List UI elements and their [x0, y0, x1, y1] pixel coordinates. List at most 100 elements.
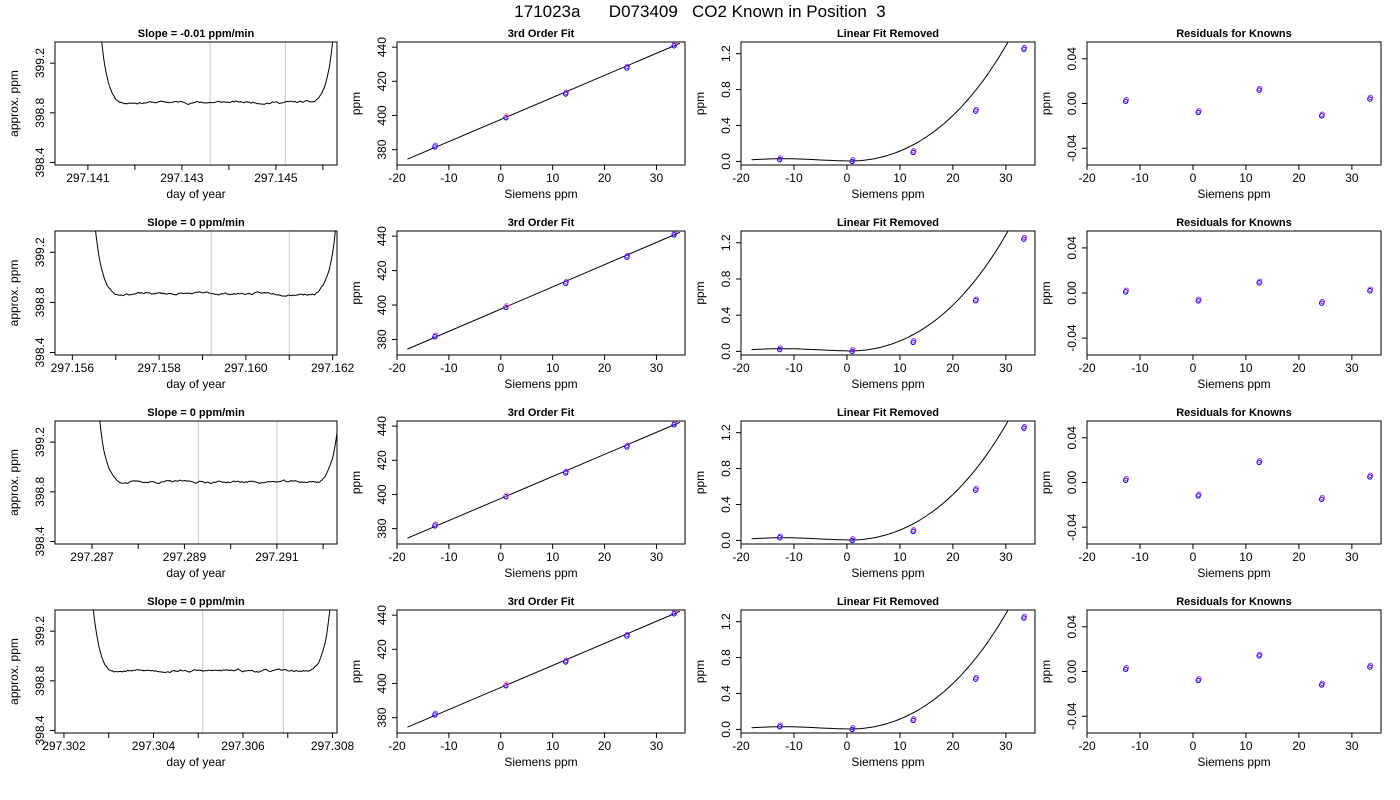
x-tick-label: 10 [546, 361, 560, 375]
plot-area [407, 610, 681, 728]
x-tick-label: 30 [650, 739, 664, 753]
y-tick-label: -0.04 [1065, 134, 1079, 162]
x-tick-label: 20 [598, 739, 612, 753]
x-tick-label: 20 [946, 361, 960, 375]
data-point-alt [911, 716, 917, 722]
x-tick-label: -10 [440, 739, 458, 753]
data-point-alt [850, 536, 856, 542]
y-tick-label: 440 [375, 37, 389, 57]
x-tick-label: 10 [1239, 739, 1253, 753]
x-axis-label: Siemens ppm [1197, 566, 1270, 580]
data-point-alt [503, 113, 510, 119]
panel-r3-c4: Residuals for Knowns -20 -10 0 10 20 30 -0.04 0.… [1039, 407, 1382, 580]
x-tick-label: 297.306 [221, 739, 265, 753]
data-point-alt [1123, 665, 1129, 671]
plot-area [751, 610, 1028, 733]
x-tick-label: 297.287 [70, 550, 114, 564]
plot-frame [54, 230, 338, 356]
y-tick-label: 398.8 [33, 665, 47, 695]
panel-r2-c3: Linear Fit Removed -20 -10 0 10 20 30 0.0 0.4 0.8… [693, 217, 1036, 391]
panel-r1-c2: 3rd Order Fit -20 -10 0 10 20 30 380 400 420 440 Si… [349, 28, 686, 201]
plot-frame [1086, 230, 1382, 356]
data-point-alt [1021, 613, 1028, 620]
y-axis-label: ppm [693, 281, 707, 304]
y-tick-label: 0.4 [719, 117, 733, 134]
x-tick-label: 30 [999, 739, 1013, 753]
x-tick-label: 0 [844, 361, 851, 375]
data-point-alt [563, 657, 569, 663]
x-tick-label: 10 [893, 550, 907, 564]
x-tick-label: 30 [999, 550, 1013, 564]
y-axis-label: approx. ppm [7, 260, 21, 327]
y-axis-label: approx. ppm [7, 449, 21, 516]
y-tick-label: 0.8 [719, 460, 733, 477]
x-tick-label: -20 [1078, 739, 1096, 753]
x-tick-label: 0 [497, 361, 504, 375]
panel-title: Slope = 0 ppm/min [147, 596, 245, 608]
data-point-alt [503, 492, 510, 498]
x-tick-label: 30 [650, 550, 664, 564]
x-tick-label: 20 [598, 171, 612, 185]
y-tick-label: 420 [375, 260, 389, 280]
fit-curve [751, 421, 1009, 541]
series-trace [99, 421, 337, 485]
x-tick-label: 297.289 [163, 550, 207, 564]
data-point-alt [503, 681, 510, 687]
fit-line [407, 231, 681, 350]
y-tick-label: 399.2 [33, 237, 47, 267]
y-tick-label: 400 [375, 295, 389, 315]
fit-line [407, 610, 681, 728]
plot-area [751, 42, 1028, 165]
data-point-alt [850, 725, 856, 731]
panel-r3-c1: Slope = 0 ppm/min 297.287 297.289 297.291 39… [7, 407, 338, 580]
fit-curve [751, 231, 1009, 352]
plot-area [1122, 85, 1374, 119]
x-tick-label: 0 [1190, 739, 1197, 753]
y-tick-label: 0.00 [1065, 470, 1079, 494]
plot-area [99, 421, 337, 544]
y-tick-label: 0.0 [719, 153, 733, 170]
x-tick-label: -20 [388, 739, 406, 753]
x-tick-label: -10 [785, 739, 803, 753]
data-point-alt [850, 157, 856, 163]
data-point-alt [973, 674, 979, 681]
panel-r4-c4: Residuals for Knowns -20 -10 0 10 20 30 -0.04 0.… [1039, 596, 1382, 769]
plot-area [407, 421, 681, 539]
y-tick-label: 420 [375, 71, 389, 91]
x-tick-label: -20 [1078, 550, 1096, 564]
data-point-alt [1123, 287, 1129, 293]
x-tick-label: 20 [1292, 361, 1306, 375]
x-tick-label: -10 [785, 171, 803, 185]
x-tick-label: -20 [732, 171, 750, 185]
y-tick-label: 0.04 [1065, 426, 1079, 450]
data-point-alt [672, 421, 678, 426]
data-point-alt [432, 142, 439, 148]
y-tick-label: 380 [375, 329, 389, 349]
x-tick-label: 30 [999, 361, 1013, 375]
x-tick-label: -20 [388, 550, 406, 564]
y-axis-label: ppm [693, 92, 707, 115]
x-tick-label: 10 [893, 171, 907, 185]
y-tick-label: 0.0 [719, 721, 733, 738]
data-point-alt [624, 631, 631, 638]
panel-title: Residuals for Knowns [1176, 407, 1292, 419]
x-tick-label: 0 [1190, 171, 1197, 185]
panel-title: Slope = 0 ppm/min [147, 407, 245, 419]
y-tick-label: 440 [375, 605, 389, 625]
data-point-alt [1196, 296, 1202, 302]
x-axis-label: Siemens ppm [1197, 755, 1270, 769]
plot-frame [1086, 41, 1382, 166]
y-axis-label: ppm [1039, 92, 1053, 115]
x-tick-label: 297.304 [132, 739, 176, 753]
x-tick-label: -10 [785, 361, 803, 375]
x-axis-label: Siemens ppm [504, 377, 577, 391]
x-tick-label: -10 [1131, 739, 1149, 753]
data-point-alt [1021, 234, 1028, 241]
x-tick-label: 30 [1345, 550, 1359, 564]
x-tick-label: -10 [1131, 171, 1149, 185]
data-point-alt [1319, 298, 1325, 305]
y-tick-label: 400 [375, 105, 389, 125]
x-tick-label: -10 [440, 171, 458, 185]
y-tick-label: 440 [375, 416, 389, 436]
x-axis-label: Siemens ppm [851, 187, 924, 201]
